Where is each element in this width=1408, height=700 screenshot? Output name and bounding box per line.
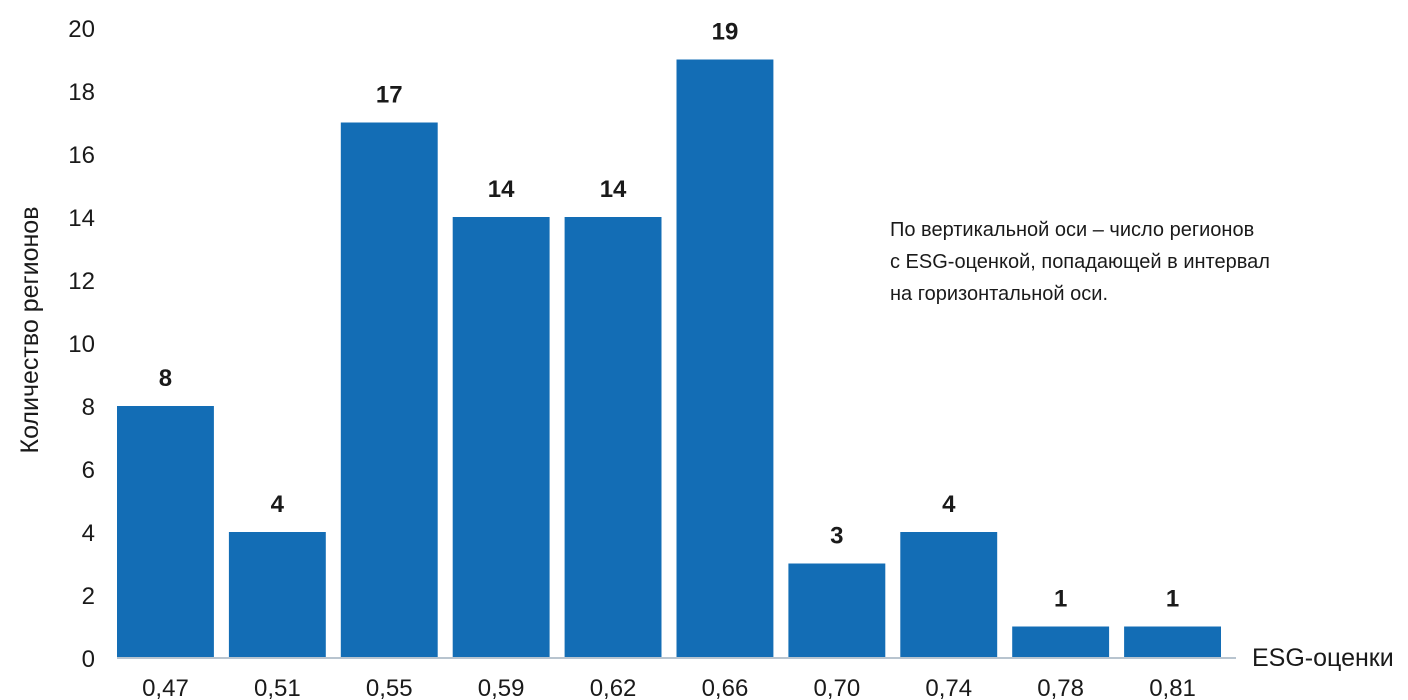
y-axis-ticks: 0 2 4 6 8 10 12 14 16 18 20 [68,16,95,673]
bars [117,59,1221,658]
x-tick-label: 0,74 [925,675,972,700]
bar [676,59,774,658]
bar [900,532,998,658]
x-tick-label: 0,70 [813,675,860,700]
bar [564,217,662,658]
bar-value-label: 4 [942,491,956,518]
value-labels: 8 4 17 14 14 19 3 4 1 1 [159,19,1179,613]
bar-value-label: 14 [600,176,627,203]
annotation-line-2: с ESG-оценкой, попадающей в интервал [890,251,1270,273]
bar [788,563,886,658]
bar [117,406,214,658]
bar [340,122,438,658]
y-tick-label: 14 [68,205,95,232]
bar-value-label: 19 [712,19,739,46]
annotation-line-1: По вертикальной оси – число регионов [890,219,1254,241]
x-axis-ticks: 0,47 0,51 0,55 0,59 0,62 0,66 0,70 0,74 0,78 0,81 [142,675,1196,700]
y-tick-label: 4 [82,520,95,547]
bar-value-label: 1 [1166,586,1179,613]
x-tick-label: 0,51 [254,675,301,700]
y-tick-label: 10 [68,331,95,358]
bar-value-label: 3 [830,523,843,550]
bar-value-label: 1 [1054,586,1067,613]
x-tick-label: 0,47 [142,675,189,700]
x-axis-title: ESG-оценки [1252,644,1394,672]
bar [1124,626,1221,658]
y-tick-label: 0 [82,646,95,673]
y-axis-title: Количество регионов [16,207,44,454]
bar-value-label: 17 [376,82,403,109]
bar-value-label: 14 [488,176,515,203]
y-tick-label: 2 [82,583,95,610]
x-tick-label: 0,66 [702,675,749,700]
annotation-line-3: на горизонтальной оси. [890,283,1108,305]
bar-value-label: 4 [271,491,285,518]
x-tick-label: 0,78 [1037,675,1084,700]
y-tick-label: 6 [82,457,95,484]
y-tick-label: 12 [68,268,95,295]
x-tick-label: 0,81 [1149,675,1196,700]
bar [228,532,326,658]
bar [1012,626,1110,658]
y-tick-label: 16 [68,142,95,169]
y-tick-label: 20 [68,16,95,43]
y-tick-label: 8 [82,394,95,421]
x-tick-label: 0,59 [478,675,525,700]
x-tick-label: 0,55 [366,675,413,700]
bar [452,217,550,658]
x-tick-label: 0,62 [590,675,637,700]
y-tick-label: 18 [68,79,95,106]
bar-value-label: 8 [159,365,172,392]
